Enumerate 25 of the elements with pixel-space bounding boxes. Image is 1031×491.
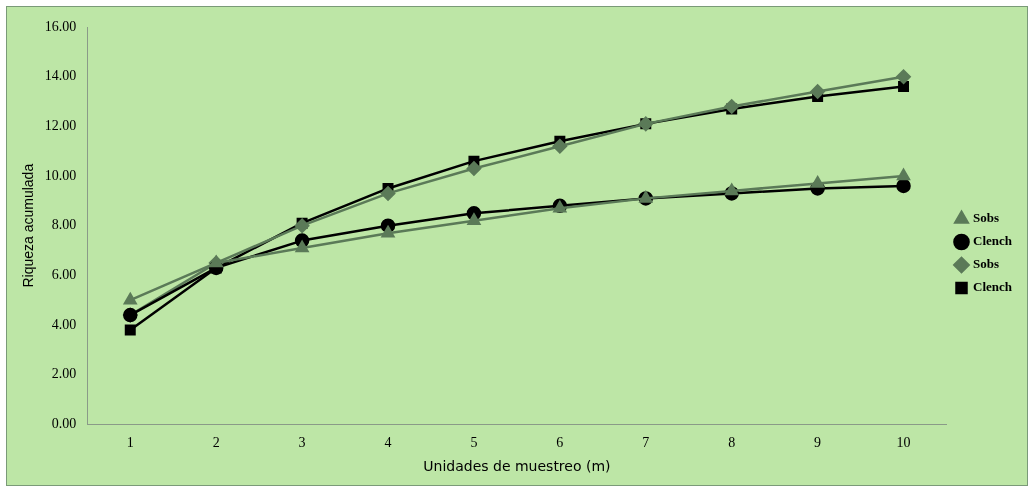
x-tick-label: 6 — [556, 435, 564, 451]
x-axis-title: Unidades de muestreo (m) — [423, 458, 611, 475]
y-tick-label: 6.00 — [51, 267, 77, 283]
y-tick-label: 2.00 — [51, 366, 77, 382]
y-tick-label: 10.00 — [44, 167, 77, 183]
y-tick-label: 16.00 — [44, 18, 77, 34]
x-tick-label: 9 — [814, 435, 822, 451]
legend-label: Clench — [973, 279, 1013, 295]
x-tick-label: 10 — [896, 435, 911, 451]
x-tick-label: 7 — [642, 435, 650, 451]
y-tick-label: 14.00 — [44, 68, 77, 84]
x-tick-label: 2 — [212, 435, 220, 451]
x-tick-label: 8 — [728, 435, 736, 451]
y-tick-label: 4.00 — [51, 316, 77, 332]
x-tick-label: 5 — [470, 435, 478, 451]
legend-label: Clench — [973, 233, 1013, 249]
legend-label: Sobs — [973, 256, 1000, 272]
y-tick-label: 0.00 — [51, 416, 77, 432]
x-tick-label: 1 — [126, 435, 134, 451]
legend-label: Sobs — [973, 210, 1000, 226]
y-tick-label: 8.00 — [51, 217, 77, 233]
x-tick-label: 4 — [384, 435, 392, 451]
x-tick-label: 3 — [298, 435, 306, 451]
y-axis-title: Riqueza acumulada — [20, 163, 37, 288]
y-tick-label: 12.00 — [44, 118, 77, 134]
